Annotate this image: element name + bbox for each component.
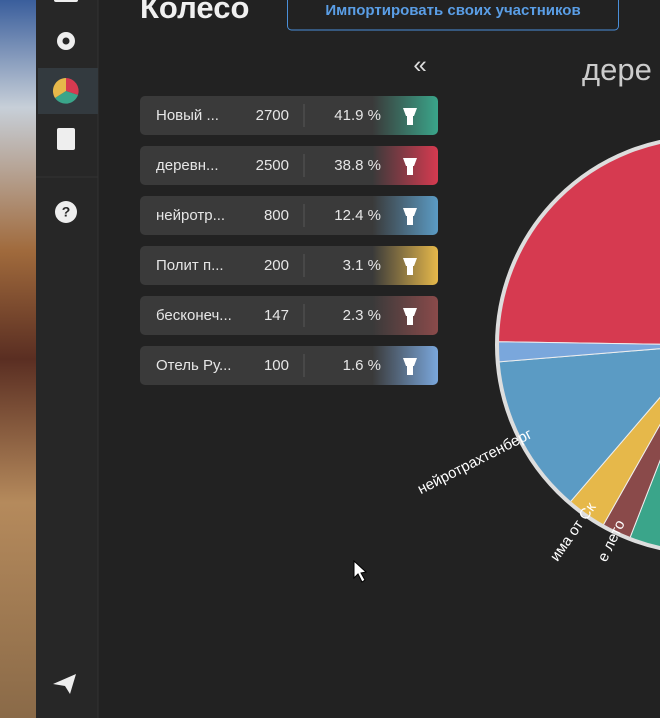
settings-icon-hole <box>62 37 70 45</box>
participant-amount: 2700 <box>256 107 289 124</box>
wheel-title: дере <box>582 52 652 87</box>
participant-row[interactable] <box>140 346 438 385</box>
clipboard-icon[interactable] <box>57 128 75 150</box>
participant-row[interactable] <box>140 246 438 285</box>
participant-percent: 12.4 % <box>334 207 381 224</box>
participant-amount: 200 <box>264 257 289 274</box>
highlight-icon[interactable] <box>403 158 417 175</box>
highlight-icon[interactable] <box>403 308 417 325</box>
participant-amount: 2500 <box>256 157 289 174</box>
mouse-cursor <box>353 559 368 583</box>
participant-row[interactable] <box>140 296 438 335</box>
wheel-icon-yellow <box>52 77 66 98</box>
participant-amount: 800 <box>264 207 289 224</box>
participant-amount: 147 <box>264 307 289 324</box>
help-icon[interactable] <box>55 201 77 223</box>
participant-name: деревн... <box>156 157 219 174</box>
participant-name: Новый ... <box>156 107 219 124</box>
highlight-icon[interactable] <box>403 258 417 275</box>
participant-percent: 1.6 % <box>343 357 381 374</box>
participant-amount: 100 <box>264 357 289 374</box>
highlight-icon[interactable] <box>403 108 417 125</box>
page-title: Колесо <box>140 0 249 25</box>
wheel-icon-green <box>55 91 78 104</box>
participant-name: Отель Ру... <box>156 357 231 374</box>
participant-row[interactable] <box>140 96 438 135</box>
telegram-icon[interactable] <box>53 674 76 694</box>
wheel-rim <box>495 139 660 551</box>
participant-percent: 38.8 % <box>334 157 381 174</box>
menu-icon[interactable] <box>54 0 78 2</box>
participant-row[interactable] <box>140 196 438 235</box>
side-photo <box>0 0 36 718</box>
sidebar <box>36 0 98 718</box>
help-glyph: ? <box>62 204 71 220</box>
highlight-icon[interactable] <box>403 208 417 225</box>
wheel-slice <box>628 459 660 549</box>
import-button-label: Импортировать своих участников <box>325 2 580 19</box>
participant-row[interactable] <box>140 146 438 185</box>
import-button[interactable] <box>287 0 619 31</box>
wheel-icon-red <box>66 78 79 95</box>
participant-name: нейротр... <box>156 207 225 224</box>
collapse-button[interactable]: « <box>413 51 426 78</box>
participant-percent: 2.3 % <box>343 307 381 324</box>
participant-name: Полит п... <box>156 257 224 274</box>
participant-name: бесконеч... <box>156 307 232 324</box>
participant-percent: 3.1 % <box>343 257 381 274</box>
highlight-icon[interactable] <box>403 358 417 375</box>
participant-percent: 41.9 % <box>334 107 381 124</box>
